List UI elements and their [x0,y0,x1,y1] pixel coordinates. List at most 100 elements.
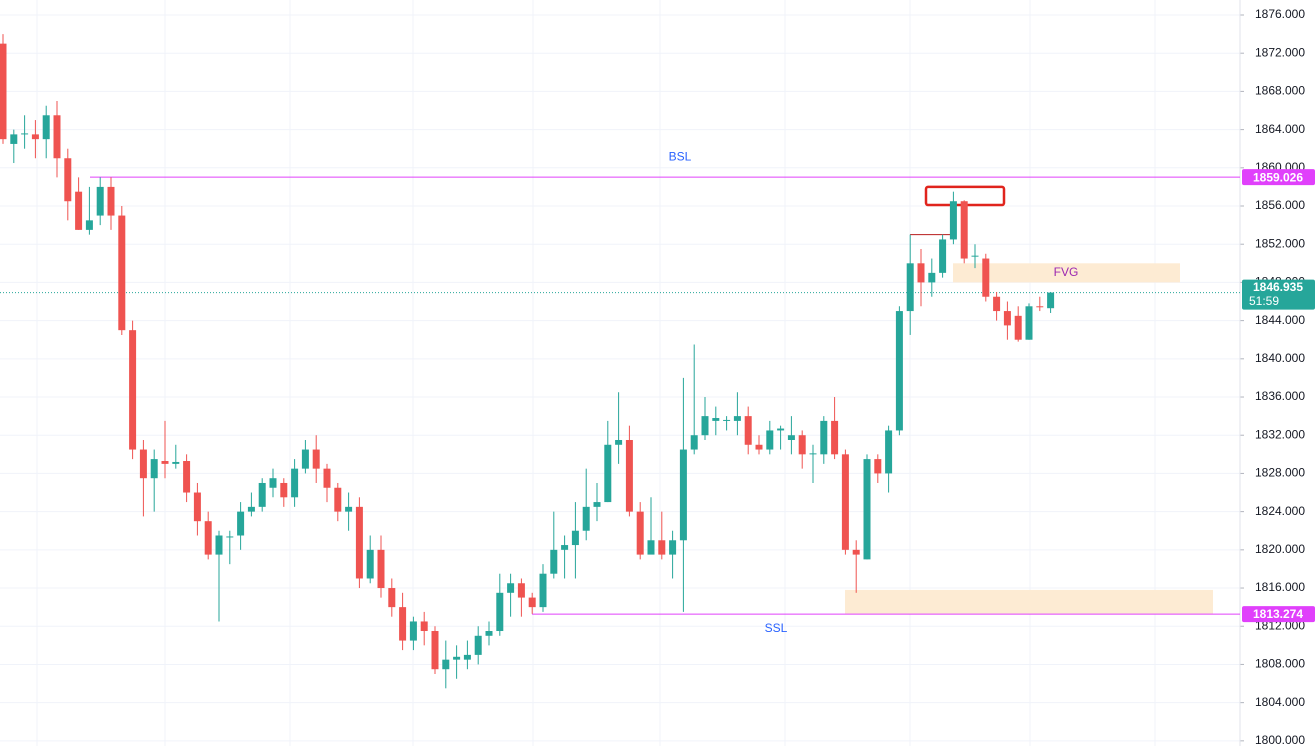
candle-body [388,588,396,608]
candle-body [895,311,903,431]
candle-body [841,454,849,550]
candle-body [150,459,158,479]
candle-body [31,134,39,140]
candle-body [453,656,461,660]
candle-body [366,549,374,579]
y-tick-label: 1808.000 [1255,657,1305,671]
candle-body [85,220,93,230]
candle-body [161,461,169,464]
candle-body [301,449,309,469]
y-tick-label: 1876.000 [1255,7,1305,21]
candle-body [669,540,677,555]
candle-body [1036,306,1044,308]
price-tag-label: 1813.274 [1253,607,1303,621]
candle-body [1025,306,1033,340]
y-tick-label: 1804.000 [1255,695,1305,709]
candle-body [701,416,709,436]
candle-body [172,461,180,464]
y-tick-label: 1836.000 [1255,389,1305,403]
y-tick-label: 1820.000 [1255,542,1305,556]
y-tick-label: 1828.000 [1255,466,1305,480]
candle-body [204,521,212,555]
candle-body [755,444,763,450]
candle-body [960,201,968,259]
candle-body [798,435,806,455]
candle-body [539,573,547,608]
candle-body [42,115,50,140]
candle-body [75,191,83,230]
candle-body [820,420,828,455]
candle-body [409,621,417,641]
candle-body [377,549,385,589]
candle-body [96,186,104,216]
countdown-label: 51:59 [1249,294,1279,308]
candle-body [582,506,590,531]
y-tick-label: 1872.000 [1255,45,1305,59]
zone-label: FVG [1054,265,1079,279]
candle-body [323,468,331,488]
candle-body [118,215,126,331]
candle-body [215,535,223,555]
candle-body [463,654,471,660]
candle-body [247,506,255,512]
candle-body [474,635,482,655]
zone [845,589,1213,614]
candle-body [874,459,882,474]
candle-body [345,506,353,512]
candle-body [658,540,666,555]
candle-body [831,420,839,455]
price-tag [1242,169,1315,186]
candle-body [993,296,1001,312]
level-label: BSL [669,149,692,163]
candle-body [949,201,957,240]
last-price-label: 1846.935 [1253,280,1303,294]
y-tick-label: 1800.000 [1255,733,1305,746]
candle-body [852,549,860,555]
candle-body [0,43,7,140]
zone [953,263,1180,283]
candle-body [129,330,137,450]
candle-body [679,449,687,541]
candle-body [183,461,191,493]
candle-body [766,430,774,450]
candle-body [53,115,61,159]
level-label: SSL [765,621,788,635]
candle-body [712,418,720,421]
candle-body [517,583,525,598]
candle-body [809,453,817,455]
candle-body [928,272,936,283]
candle-body [733,416,741,421]
y-tick-label: 1852.000 [1255,236,1305,250]
candle-body [64,158,72,202]
candle-body [237,511,245,536]
candle-body [399,607,407,641]
y-tick-label: 1832.000 [1255,427,1305,441]
candle-body [420,621,428,632]
y-tick-label: 1856.000 [1255,198,1305,212]
candle-body [906,263,914,312]
candle-body [1047,292,1055,309]
candle-body [787,435,795,440]
candle-body [561,545,569,550]
candle-body [442,659,450,670]
candle-body [269,478,277,488]
candle-body [496,592,504,632]
candle-body [647,540,655,555]
candle-body [625,439,633,512]
price-tag-label: 1859.026 [1253,170,1303,184]
candle-body [917,263,925,283]
y-tick-label: 1864.000 [1255,122,1305,136]
last-price-tag [1242,279,1315,310]
candle-body [604,444,612,503]
candle-body [107,186,115,216]
candle-body [10,134,18,144]
candle-body [139,449,147,479]
candle-body [193,492,201,522]
candle-body [723,419,731,421]
candle-body [334,487,342,512]
candle-body [507,583,515,593]
y-tick-label: 1840.000 [1255,351,1305,365]
candle-body [1014,315,1022,340]
